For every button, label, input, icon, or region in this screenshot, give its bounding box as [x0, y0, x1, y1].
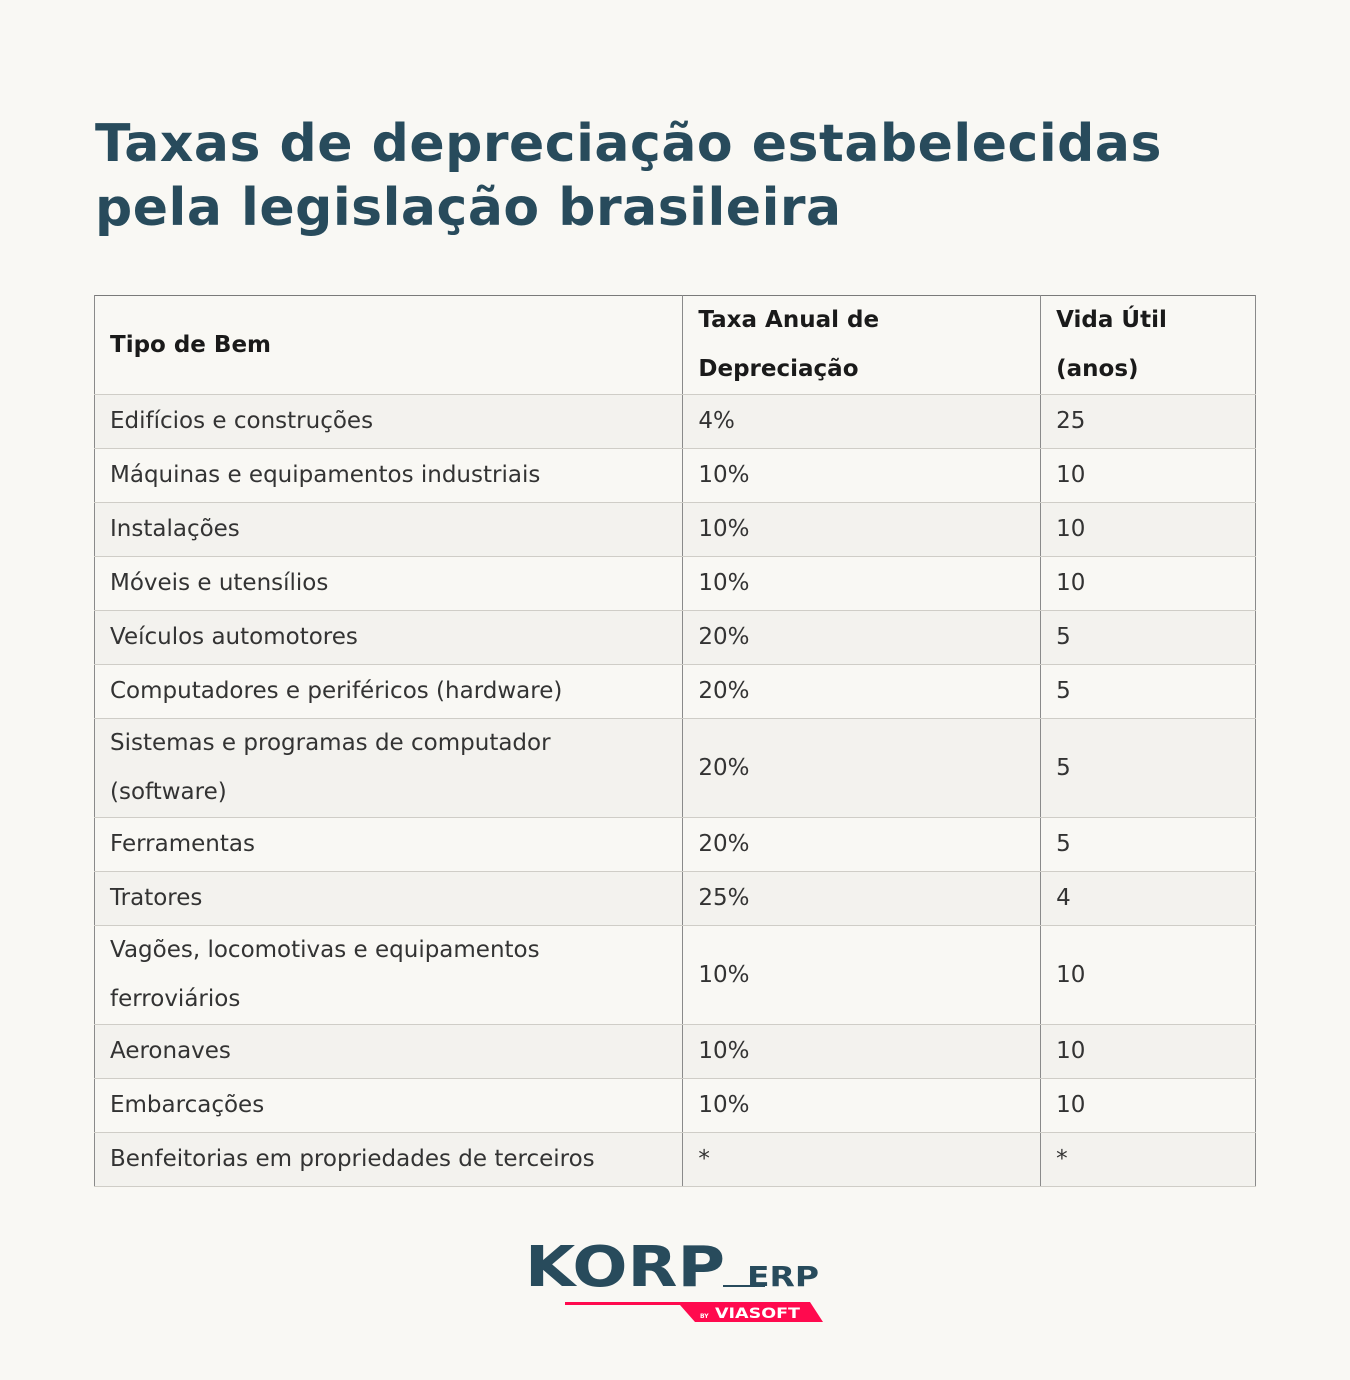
cell-vida-util: 5 [1040, 610, 1256, 665]
table-row: Benfeitorias em propriedades de terceiro… [93, 1132, 1256, 1187]
cell-taxa-anual: 10% [682, 448, 1042, 503]
cell-taxa-anual: 10% [682, 556, 1042, 611]
cell-taxa-anual: 20% [682, 718, 1042, 818]
table-row: Móveis e utensílios 10% 10 [93, 556, 1256, 611]
table-row: Tratores 25% 4 [93, 871, 1256, 926]
svg-text:VIASOFT: VIASOFT [715, 1306, 801, 1322]
table-row: Veículos automotores 20% 5 [93, 610, 1256, 665]
cell-taxa-anual: 25% [682, 871, 1042, 926]
cell-tipo-de-bem: Móveis e utensílios [93, 556, 684, 611]
svg-text:BY: BY [700, 1313, 709, 1320]
cell-vida-util: 5 [1040, 718, 1256, 818]
cell-vida-util: 10 [1040, 1078, 1256, 1133]
table-row: Ferramentas 20% 5 [93, 817, 1256, 872]
cell-vida-util: 10 [1040, 556, 1256, 611]
cell-tipo-de-bem: Instalações [93, 502, 684, 557]
table-row: Sistemas e programas de computador (soft… [93, 718, 1256, 818]
svg-text:KORP: KORP [525, 1240, 725, 1300]
table-row: Aeronaves 10% 10 [93, 1024, 1256, 1079]
cell-vida-util: 4 [1040, 871, 1256, 926]
cell-tipo-de-bem: Sistemas e programas de computador (soft… [93, 718, 684, 818]
cell-vida-util: * [1040, 1132, 1256, 1187]
cell-vida-util: 10 [1040, 1024, 1256, 1079]
cell-tipo-de-bem: Embarcações [93, 1078, 684, 1133]
cell-vida-util: 5 [1040, 664, 1256, 719]
cell-tipo-de-bem: Veículos automotores [93, 610, 684, 665]
cell-tipo-de-bem: Tratores [93, 871, 684, 926]
page-title: Taxas de depreciação estabelecidas pela … [95, 114, 1162, 238]
cell-tipo-de-bem: Computadores e periféricos (hardware) [93, 664, 684, 719]
depreciation-table: Tipo de Bem Taxa Anual de Depreciação Vi… [93, 295, 1256, 1187]
table-row: Instalações 10% 10 [93, 502, 1256, 557]
cell-taxa-anual: 10% [682, 1078, 1042, 1133]
cell-vida-util: 5 [1040, 817, 1256, 872]
header-vida-util: Vida Útil (anos) [1040, 295, 1256, 395]
table-header-row: Tipo de Bem Taxa Anual de Depreciação Vi… [93, 295, 1256, 395]
cell-vida-util: 10 [1040, 925, 1256, 1025]
cell-tipo-de-bem: Vagões, locomotivas e equipamentos ferro… [93, 925, 684, 1025]
svg-text:ERP: ERP [747, 1260, 819, 1293]
cell-taxa-anual: 10% [682, 925, 1042, 1025]
cell-tipo-de-bem: Máquinas e equipamentos industriais [93, 448, 684, 503]
cell-tipo-de-bem: Aeronaves [93, 1024, 684, 1079]
table-row: Máquinas e equipamentos industriais 10% 10 [93, 448, 1256, 503]
cell-tipo-de-bem: Ferramentas [93, 817, 684, 872]
cell-tipo-de-bem: Edifícios e construções [93, 394, 684, 449]
cell-taxa-anual: 20% [682, 664, 1042, 719]
cell-taxa-anual: 4% [682, 394, 1042, 449]
cell-vida-util: 25 [1040, 394, 1256, 449]
table-row: Vagões, locomotivas e equipamentos ferro… [93, 925, 1256, 1025]
header-tipo-de-bem: Tipo de Bem [93, 295, 684, 395]
cell-taxa-anual: 20% [682, 610, 1042, 665]
table-row: Embarcações 10% 10 [93, 1078, 1256, 1133]
cell-taxa-anual: 10% [682, 502, 1042, 557]
cell-tipo-de-bem: Benfeitorias em propriedades de terceiro… [93, 1132, 684, 1187]
cell-taxa-anual: 20% [682, 817, 1042, 872]
table-row: Edifícios e construções 4% 25 [93, 394, 1256, 449]
header-taxa-anual: Taxa Anual de Depreciação [682, 295, 1042, 395]
cell-taxa-anual: * [682, 1132, 1042, 1187]
korp-erp-logo: KORP ERP BY VIASOFT [525, 1240, 823, 1322]
cell-vida-util: 10 [1040, 502, 1256, 557]
table-row: Computadores e periféricos (hardware) 20%… [93, 664, 1256, 719]
cell-taxa-anual: 10% [682, 1024, 1042, 1079]
cell-vida-util: 10 [1040, 448, 1256, 503]
